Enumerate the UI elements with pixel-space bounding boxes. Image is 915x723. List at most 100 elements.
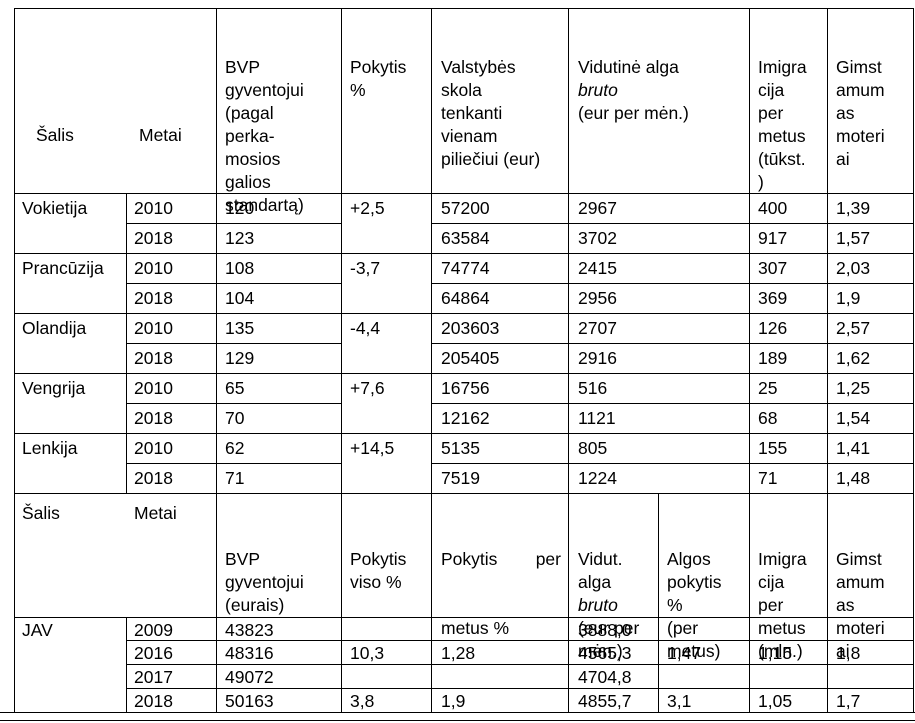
cell-wage: 516 (578, 378, 608, 398)
rule (126, 283, 341, 284)
rule (126, 403, 341, 404)
cell-year: 2017 (134, 667, 173, 687)
cell-debt: 74774 (441, 258, 490, 278)
cell-wage: 4565,3 (578, 643, 632, 663)
header-country: Šalis (22, 503, 60, 523)
rule (14, 493, 913, 494)
cell-year: 2018 (134, 408, 173, 428)
cell-fertility: 1,8 (836, 643, 861, 663)
cell-year: 2010 (134, 198, 173, 218)
rule (14, 617, 913, 618)
cell-gdp: 104 (225, 288, 255, 308)
rule (749, 8, 750, 712)
cell-gdp: 43823 (225, 620, 274, 640)
rule (14, 433, 913, 434)
cell-wage-change: 3,1 (667, 691, 692, 711)
cell-fertility: 1,54 (836, 408, 871, 428)
cell-fertility: 1,62 (836, 348, 871, 368)
cell-immigration: 25 (758, 378, 778, 398)
cell-wage: 3888,0 (578, 620, 632, 640)
cell-immigration: 369 (758, 288, 788, 308)
rule (126, 664, 913, 665)
rule (126, 223, 341, 224)
cell-change-total: 3,8 (350, 691, 375, 711)
cell-change: +2,5 (350, 198, 385, 218)
cell-country: Vokietija (22, 198, 88, 218)
header-change: Pokytis% (350, 57, 407, 100)
rule (14, 193, 913, 194)
cell-gdp: 50163 (225, 691, 274, 711)
cell-debt: 203603 (441, 318, 500, 338)
cell-wage: 2415 (578, 258, 617, 278)
cell-year: 2016 (134, 643, 173, 663)
cell-debt: 63584 (441, 228, 490, 248)
cell-fertility: 1,41 (836, 438, 871, 458)
rule (14, 8, 15, 712)
cell-change: +7,6 (350, 378, 385, 398)
cell-fertility: 1,9 (836, 288, 861, 308)
cell-fertility: 1,7 (836, 691, 861, 711)
cell-gdp: 49072 (225, 667, 274, 687)
rule (126, 343, 341, 344)
rule (126, 463, 341, 464)
rule (14, 253, 913, 254)
rule (431, 223, 913, 224)
cell-year: 2010 (134, 318, 173, 338)
cell-wage: 805 (578, 438, 608, 458)
rule (658, 493, 659, 712)
rule (431, 343, 913, 344)
cell-gdp: 62 (225, 438, 245, 458)
cell-year: 2010 (134, 258, 173, 278)
header-year: Metai (134, 503, 177, 523)
header-wage-change: Algos pokytis% (per metus) (667, 549, 722, 661)
cell-immigration: 71 (758, 468, 778, 488)
cell-wage: 2707 (578, 318, 617, 338)
cell-gdp: 135 (225, 318, 255, 338)
cell-year: 2018 (134, 228, 173, 248)
cell-debt: 57200 (441, 198, 490, 218)
rule (126, 193, 127, 493)
cell-fertility: 2,57 (836, 318, 871, 338)
cell-gdp: 129 (225, 348, 255, 368)
rule (216, 8, 217, 712)
cell-debt: 7519 (441, 468, 480, 488)
cell-country: JAV (22, 620, 53, 640)
header-year: Metai (139, 125, 182, 145)
cell-fertility: 2,03 (836, 258, 871, 278)
cell-wage: 1121 (578, 408, 616, 428)
cell-debt: 5135 (441, 438, 480, 458)
header-fertility: Gimst amum as moteri ai (836, 549, 885, 661)
cell-gdp: 120 (225, 198, 255, 218)
rule (126, 688, 913, 689)
cell-year: 2018 (134, 348, 173, 368)
cell-gdp: 70 (225, 408, 245, 428)
header-country: Šalis (36, 125, 74, 145)
cell-change-year: 1,28 (441, 643, 476, 663)
cell-change: -4,4 (350, 318, 381, 338)
rule (126, 617, 127, 712)
cell-wage: 4704,8 (578, 667, 632, 687)
cell-fertility: 1,39 (836, 198, 871, 218)
rule (0, 712, 915, 713)
cell-wage-change: 1,47 (667, 643, 702, 663)
cell-year: 2010 (134, 378, 173, 398)
header-change-total: Pokytis viso % (350, 549, 407, 592)
rule (126, 640, 913, 641)
cell-wage: 2956 (578, 288, 617, 308)
cell-fertility: 1,48 (836, 468, 871, 488)
header-gdp: BVP gyventojui (pagal perka-mosios galios sta… (225, 57, 304, 215)
rule (913, 8, 914, 712)
cell-immigration: 68 (758, 408, 778, 428)
cell-year: 2010 (134, 438, 173, 458)
header-wage: Vidutinė alga bruto (eur per mėn.) (578, 57, 689, 123)
cell-wage: 2967 (578, 198, 617, 218)
cell-gdp: 48316 (225, 643, 274, 663)
cell-debt: 64864 (441, 288, 490, 308)
rule (431, 463, 913, 464)
header-fertility: Gimst amum as moteri ai (836, 57, 885, 169)
cell-immigration: 400 (758, 198, 788, 218)
cell-immigration: 189 (758, 348, 788, 368)
cell-gdp: 123 (225, 228, 255, 248)
cell-immigration: 1,05 (758, 691, 793, 711)
